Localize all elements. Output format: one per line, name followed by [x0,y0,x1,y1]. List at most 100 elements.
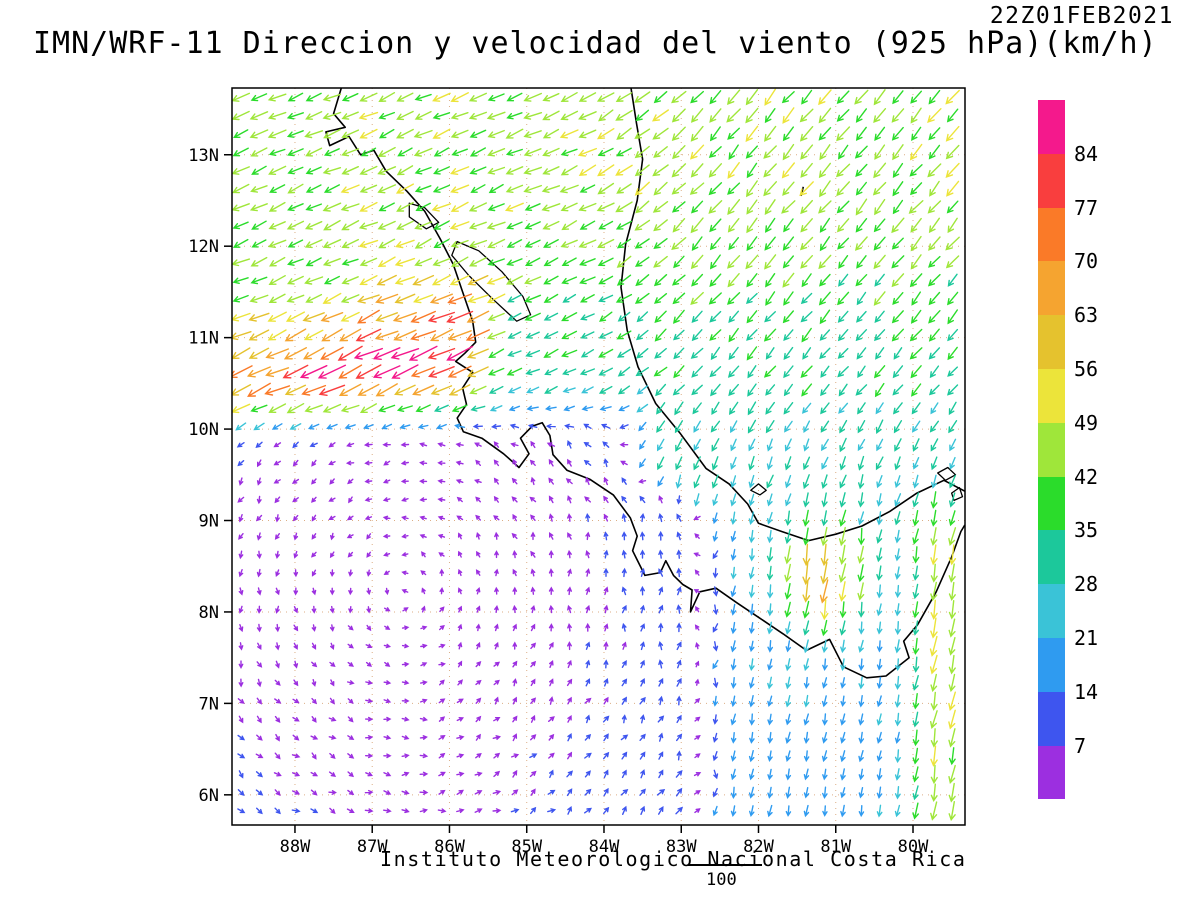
wind-arrow [820,402,830,415]
wind-arrow [930,710,938,729]
wind-arrow [711,401,720,416]
wind-arrow [432,112,451,120]
wind-arrow [712,623,719,633]
wind-arrow [894,621,901,636]
wind-arrow [690,291,704,306]
wind-arrow [727,162,740,179]
wind-arrow [584,770,591,778]
wind-arrow [930,438,939,452]
wind-arrow [748,511,755,526]
lat-axis-label: 10N [188,420,219,440]
wind-arrow [578,92,597,102]
wind-arrow [286,220,305,230]
wind-arrow [819,144,831,161]
wind-arrow [487,367,505,376]
wind-arrow [675,474,682,489]
wind-arrow [911,383,922,397]
wind-arrow [447,293,473,305]
wind-arrow [822,658,828,671]
wind-arrow [728,310,739,324]
wind-arrow [467,366,489,378]
wind-arrow [598,275,614,285]
wind-arrow [305,184,322,193]
wind-arrow [910,217,922,233]
wind-arrow [803,438,810,452]
wind-arrow [910,182,923,196]
page-title: IMN/WRF-11 Direccion y velocidad del vie… [33,26,1158,61]
wind-arrow [766,456,773,471]
wind-arrow [712,531,718,543]
wind-arrow [712,805,718,817]
wind-arrow [238,514,244,523]
wind-arrow [690,144,705,160]
wind-arrow [802,580,811,603]
wind-arrow [401,570,409,576]
wind-arrow [599,311,613,322]
wind-arrow [690,254,704,270]
wind-arrow [382,479,391,484]
wind-arrow [712,732,718,743]
wind-arrow [800,311,813,323]
wind-arrow [785,658,792,672]
wind-arrow [726,89,741,106]
wind-arrow [672,384,685,396]
wind-arrow [492,808,502,814]
wind-arrow [268,201,286,212]
wind-arrow [654,347,667,359]
wind-arrow [509,423,520,429]
wind-arrow [876,621,883,635]
colorbar-segment [1038,261,1065,316]
wind-arrow [238,642,244,651]
wind-arrow [639,751,646,760]
wind-arrow [433,147,450,157]
wind-arrow [494,586,499,595]
wind-arrow [578,202,597,212]
wind-arrow [912,637,920,655]
wind-arrow [283,347,307,360]
wind-arrow [728,237,739,251]
wind-arrow [489,405,503,412]
lat-axis-label: 6N [199,786,219,806]
wind-arrow [265,367,290,378]
wind-arrow [672,145,686,160]
wind-arrow [876,640,883,653]
wind-arrow [909,273,923,288]
wind-arrow [470,405,486,412]
wind-arrow [287,183,304,194]
wind-arrow [657,476,664,487]
wind-arrow [543,275,559,285]
wind-arrow [346,533,354,539]
wind-arrow [565,478,573,485]
wind-arrow [507,294,522,303]
wind-arrow [640,549,645,559]
wind-arrow [383,643,392,649]
wind-arrow [672,218,686,233]
colorbar-label: 63 [1074,303,1099,328]
wind-arrow [427,347,456,360]
wind-arrow [275,569,280,577]
wind-arrow [857,455,865,471]
wind-arrow [676,659,682,669]
wind-arrow [291,808,301,814]
wind-arrow [800,144,814,160]
wind-arrow [366,624,372,632]
wind-arrow [317,364,347,379]
wind-arrow [392,312,417,323]
wind-arrow [238,587,244,596]
wind-arrow [783,402,794,415]
wind-arrow [767,621,773,635]
wind-arrow [567,751,573,760]
colorbar-segment [1038,153,1065,208]
wind-arrow [894,731,901,745]
wind-arrow [363,442,373,448]
wind-arrow [250,93,268,102]
wind-arrow [676,549,682,559]
wind-arrow [603,531,609,541]
wind-arrow [603,567,609,577]
wind-arrow [486,111,506,120]
wind-arrow [928,236,941,251]
wind-arrow [417,423,429,430]
wind-arrow [745,125,759,143]
wind-arrow [341,111,359,120]
wind-arrow [455,460,464,466]
